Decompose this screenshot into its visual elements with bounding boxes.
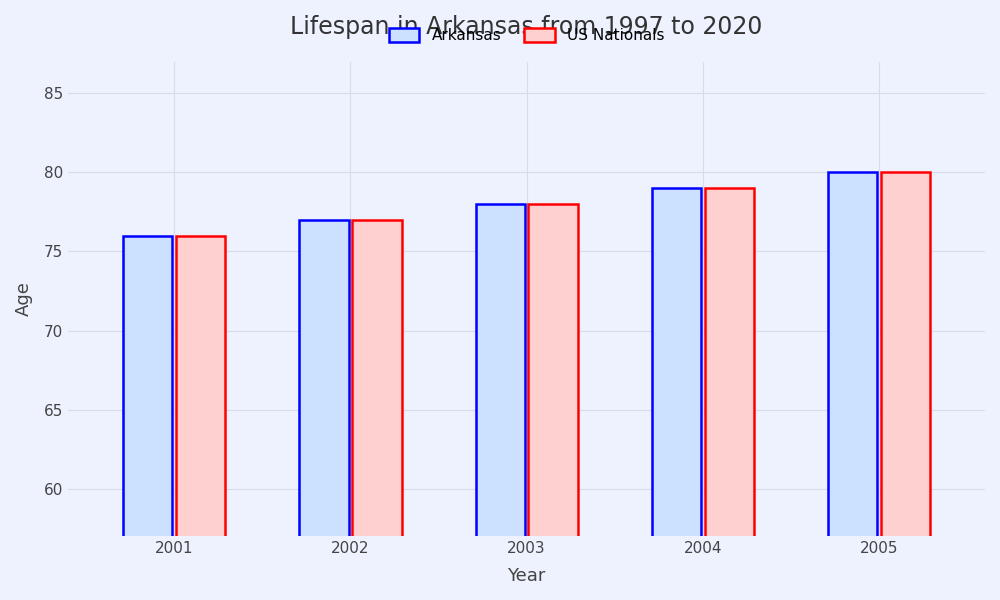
Bar: [881, 172, 930, 600]
Legend: Arkansas, US Nationals: Arkansas, US Nationals: [383, 22, 671, 49]
Bar: [528, 204, 578, 600]
Bar: [123, 236, 172, 600]
Title: Lifespan in Arkansas from 1997 to 2020: Lifespan in Arkansas from 1997 to 2020: [290, 15, 763, 39]
Bar: [705, 188, 754, 600]
Bar: [476, 204, 525, 600]
Bar: [299, 220, 349, 600]
Bar: [828, 172, 877, 600]
Bar: [652, 188, 701, 600]
X-axis label: Year: Year: [507, 567, 546, 585]
Bar: [352, 220, 402, 600]
Bar: [176, 236, 225, 600]
Y-axis label: Age: Age: [15, 281, 33, 316]
